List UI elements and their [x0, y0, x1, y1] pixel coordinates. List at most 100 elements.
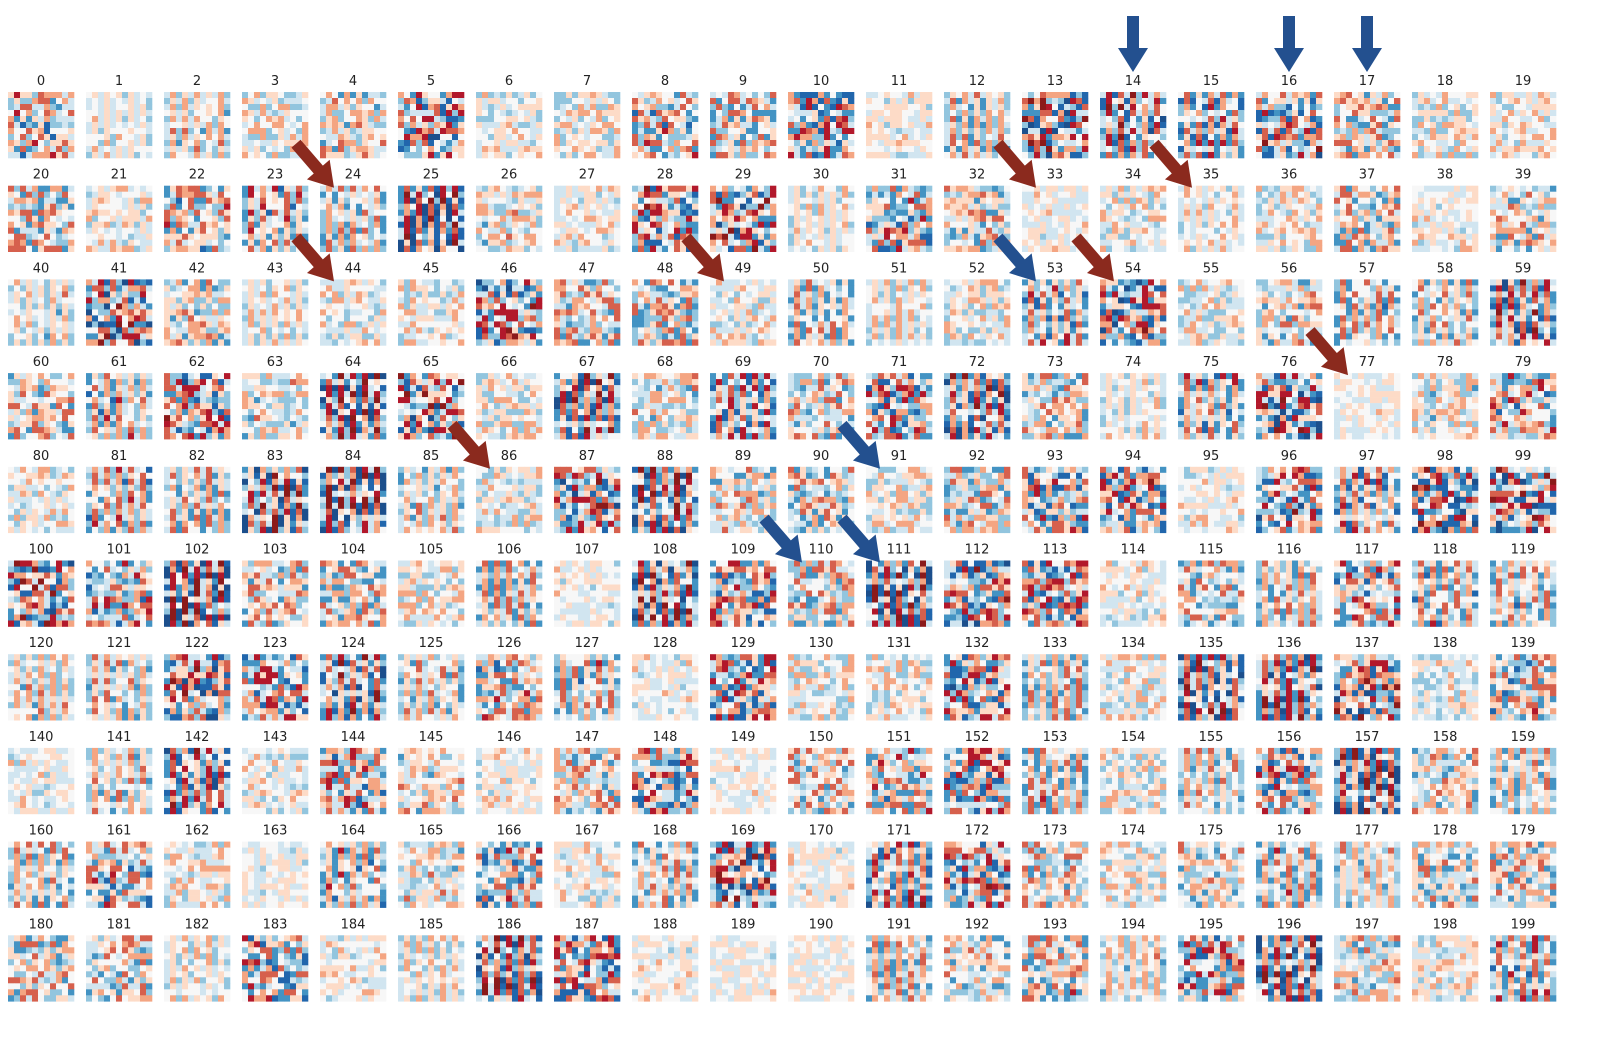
- heatmap-cell: [968, 186, 974, 192]
- heatmap-cell: [1316, 192, 1322, 198]
- heatmap-cell: [914, 122, 920, 128]
- heatmap-cell: [20, 134, 26, 140]
- heatmap-cell: [1130, 228, 1136, 234]
- heatmap-cell: [602, 216, 608, 222]
- heatmap-cell: [38, 297, 44, 303]
- heatmap-cell: [1466, 204, 1472, 210]
- heatmap-cell: [1076, 204, 1082, 210]
- heatmap-cell: [740, 98, 746, 104]
- heatmap-cell: [1208, 198, 1214, 204]
- heatmap-cell: [1022, 204, 1028, 210]
- heatmap-cell: [758, 140, 764, 146]
- heatmap-cell: [1334, 186, 1340, 192]
- heatmap-cell: [836, 92, 842, 98]
- heatmap-cell: [686, 98, 692, 104]
- heatmap-cell: [176, 210, 182, 216]
- heatmap-cell: [1232, 198, 1238, 204]
- heatmap-cell: [218, 140, 224, 146]
- heatmap-cell: [494, 128, 500, 134]
- heatmap-cell: [1442, 210, 1448, 216]
- heatmap-cell: [524, 128, 530, 134]
- heatmap-cell: [266, 140, 272, 146]
- heatmap-cell: [866, 110, 872, 116]
- heatmap-cell: [140, 152, 146, 158]
- heatmap-cell: [608, 104, 614, 110]
- heatmap-cell: [404, 140, 410, 146]
- heatmap-cell: [752, 216, 758, 222]
- heatmap-cell: [344, 228, 350, 234]
- heatmap-cell: [338, 116, 344, 122]
- heatmap-cell: [320, 152, 326, 158]
- heatmap-cell: [1286, 134, 1292, 140]
- heatmap-cell: [800, 216, 806, 222]
- heatmap-cell: [614, 228, 620, 234]
- heatmap-cell: [1394, 128, 1400, 134]
- heatmap-cell: [866, 216, 872, 222]
- heatmap-cell: [992, 186, 998, 192]
- heatmap-cell: [110, 92, 116, 98]
- heatmap-cell: [692, 152, 698, 158]
- heatmap-cell: [116, 210, 122, 216]
- heatmap-cell: [26, 246, 32, 252]
- heatmap-cell: [1262, 104, 1268, 110]
- heatmap-cell: [1190, 122, 1196, 128]
- heatmap-cell: [1532, 140, 1538, 146]
- heatmap-cell: [824, 210, 830, 216]
- heatmap-cell: [278, 152, 284, 158]
- heatmap-cell: [164, 152, 170, 158]
- heatmap-cell: [668, 122, 674, 128]
- heatmap-cell: [632, 222, 638, 228]
- heatmap-cell: [206, 204, 212, 210]
- heatmap-cell: [422, 234, 428, 240]
- heatmap-cell: [590, 98, 596, 104]
- heatmap-cell: [272, 104, 278, 110]
- heatmap-cell: [818, 92, 824, 98]
- heatmap-cell: [902, 216, 908, 222]
- heatmap-cell: [476, 122, 482, 128]
- heatmap-cell: [1298, 146, 1304, 152]
- heatmap-cell: [500, 216, 506, 222]
- heatmap-cell: [980, 210, 986, 216]
- heatmap-cell: [1178, 122, 1184, 128]
- heatmap-cell: [434, 134, 440, 140]
- heatmap-cell: [728, 192, 734, 198]
- heatmap-cell: [1466, 210, 1472, 216]
- heatmap-cell: [1514, 222, 1520, 228]
- heatmap-cell: [404, 116, 410, 122]
- heatmap-cell: [488, 110, 494, 116]
- heatmap-cell: [428, 104, 434, 110]
- heatmap-cell: [1160, 128, 1166, 134]
- heatmap-cell: [1196, 192, 1202, 198]
- heatmap-cell: [428, 128, 434, 134]
- heatmap-cell: [1076, 134, 1082, 140]
- heatmap-cell: [650, 186, 656, 192]
- heatmap-cell: [1004, 122, 1010, 128]
- heatmap-cell: [644, 104, 650, 110]
- heatmap-cell: [338, 98, 344, 104]
- heatmap-cell: [440, 140, 446, 146]
- heatmap-cell: [1340, 152, 1346, 158]
- heatmap-cell: [1130, 240, 1136, 246]
- heatmap-cell: [422, 228, 428, 234]
- heatmap-cell: [1448, 134, 1454, 140]
- heatmap-cell: [980, 104, 986, 110]
- heatmap-cell: [482, 228, 488, 234]
- heatmap-cell: [182, 246, 188, 252]
- heatmap-cell: [224, 216, 230, 222]
- heatmap-cell: [908, 228, 914, 234]
- heatmap-cell: [8, 140, 14, 146]
- heatmap-cell: [1214, 110, 1220, 116]
- heatmap-cell: [1130, 192, 1136, 198]
- heatmap-cell: [890, 92, 896, 98]
- heatmap-cell: [788, 246, 794, 252]
- heatmap-cell: [434, 234, 440, 240]
- heatmap-cell: [1520, 192, 1526, 198]
- heatmap-cell: [950, 228, 956, 234]
- heatmap-cell: [170, 192, 176, 198]
- heatmap-cell: [584, 134, 590, 140]
- heatmap-cell: [98, 110, 104, 116]
- heatmap-cell: [284, 152, 290, 158]
- heatmap-cell: [920, 234, 926, 240]
- heatmap-cell: [1508, 198, 1514, 204]
- heatmap-cell: [1130, 204, 1136, 210]
